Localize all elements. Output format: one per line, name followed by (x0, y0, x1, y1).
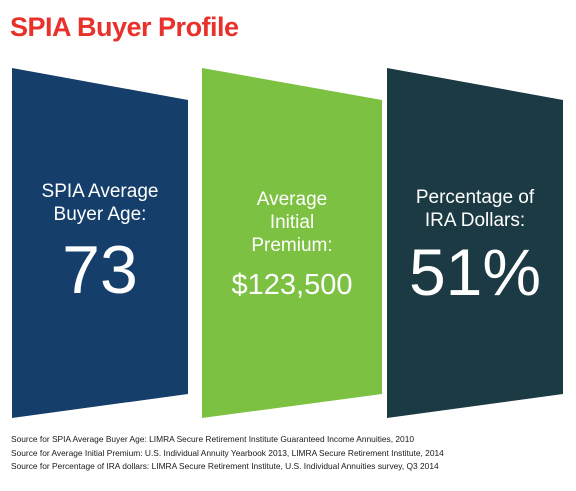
panel-label-line: Premium: (251, 235, 333, 256)
panel-value: $123,500 (231, 269, 353, 301)
panel-1-shape (12, 68, 188, 418)
panel-value: 51% (408, 235, 542, 309)
source-line: Source for Average Initial Premium: U.S.… (11, 447, 444, 458)
panel-3-shape (387, 68, 563, 418)
panel-label: SPIA Average Buyer Age: (12, 180, 188, 226)
panels-graphic (12, 68, 563, 418)
panel-ira-dollars: Percentage of IRA Dollars: 51% (387, 186, 563, 310)
sources-footnote: Source for SPIA Average Buyer Age: LIMRA… (11, 433, 571, 474)
page-title: SPIA Buyer Profile (10, 12, 239, 42)
panel-label-line: Percentage of (415, 187, 535, 208)
source-line: Source for SPIA Average Buyer Age: LIMRA… (11, 434, 415, 444)
panel-label-line: Initial (269, 212, 315, 233)
panel-label: Average Initial Premium: (202, 188, 382, 257)
panel-label-line: Average (256, 189, 328, 210)
panel-initial-premium: Average Initial Premium: $123,500 (202, 188, 382, 303)
panel-label-line: Buyer Age: (53, 204, 147, 225)
panel-value: 73 (62, 232, 138, 308)
panel-2-shape (202, 68, 382, 418)
panel-label-line: SPIA Average (41, 181, 159, 202)
panel-label-line: IRA Dollars: (424, 210, 526, 231)
panel-buyer-age: SPIA Average Buyer Age: 73 (12, 180, 188, 308)
panel-label: Percentage of IRA Dollars: (387, 186, 563, 232)
source-line: Source for Percentage of IRA dollars: LI… (11, 461, 439, 471)
